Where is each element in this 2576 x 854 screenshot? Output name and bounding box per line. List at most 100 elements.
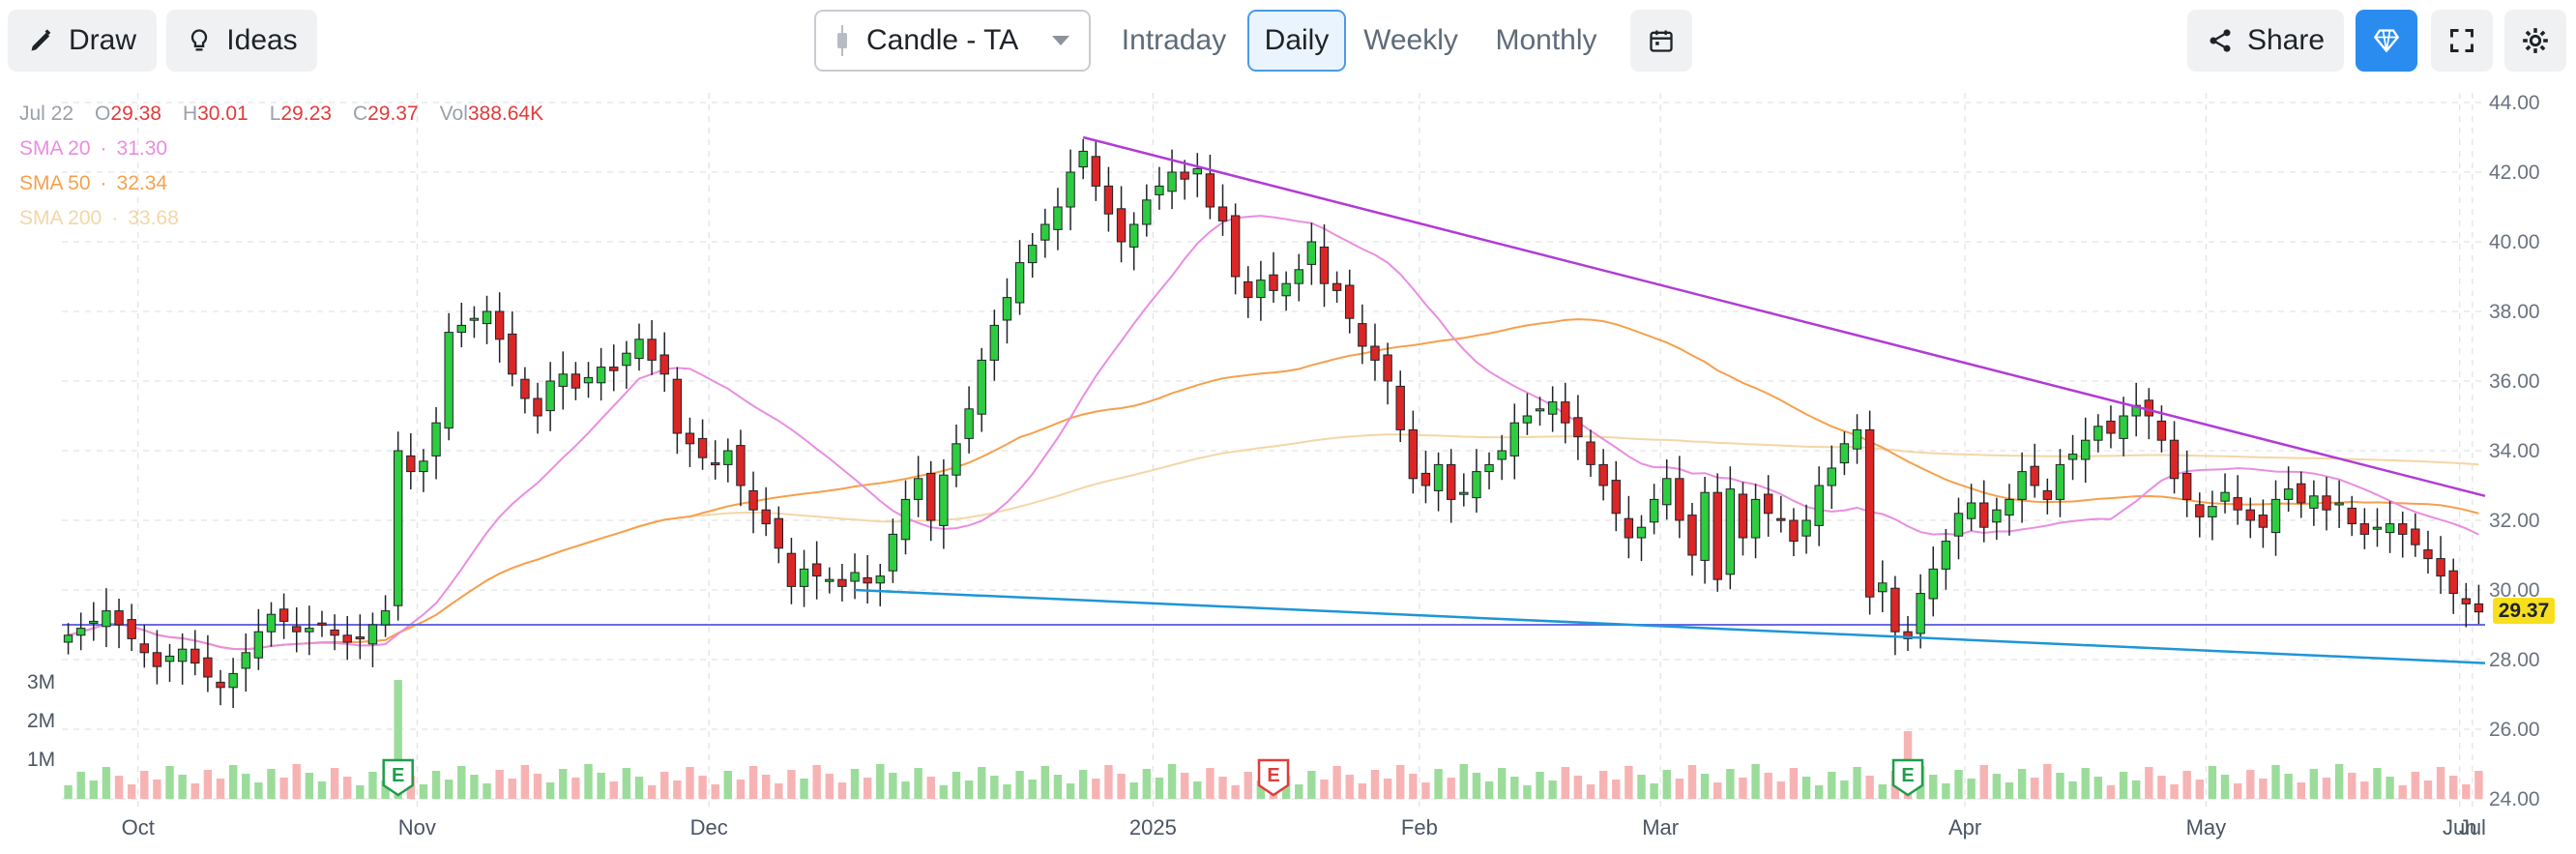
candle-body bbox=[850, 572, 860, 582]
candle-body bbox=[913, 478, 923, 500]
volume-bar bbox=[2398, 785, 2407, 799]
volume-bar bbox=[978, 767, 986, 799]
candle-body bbox=[2181, 472, 2192, 500]
volume-bar bbox=[2360, 781, 2369, 799]
volume-bar bbox=[634, 777, 644, 799]
volume-bar bbox=[2157, 776, 2166, 799]
volume-bar bbox=[533, 774, 542, 799]
earnings-label: E bbox=[1267, 765, 1279, 786]
candle-body bbox=[1205, 173, 1215, 208]
candle-body bbox=[2385, 523, 2395, 534]
volume-bar bbox=[2145, 767, 2153, 799]
sma200-label: SMA 200 bbox=[19, 207, 102, 229]
candle-body bbox=[494, 310, 505, 340]
volume-bar bbox=[1117, 774, 1126, 799]
chart-type-select[interactable]: Candle - TA bbox=[814, 10, 1091, 72]
candle-body bbox=[533, 398, 542, 417]
volume-bar bbox=[1155, 778, 1164, 799]
candle-body bbox=[2169, 439, 2180, 480]
tab-daily[interactable]: Daily bbox=[1247, 10, 1346, 72]
volume-bar bbox=[1828, 772, 1836, 799]
volume-bar bbox=[2131, 780, 2141, 799]
candle-body bbox=[266, 613, 277, 633]
volume-bar bbox=[242, 774, 250, 799]
candle-body bbox=[1269, 274, 1278, 291]
candle-body bbox=[1979, 502, 1989, 528]
volume-bar bbox=[64, 785, 73, 799]
volume-bar bbox=[926, 777, 935, 799]
volume-bar bbox=[559, 769, 568, 799]
candle-body bbox=[1649, 498, 1659, 523]
candle-body bbox=[2334, 502, 2344, 506]
volume-bar bbox=[1028, 780, 1037, 799]
volume-bar bbox=[2043, 764, 2052, 799]
volume-tick-label: 1M bbox=[27, 749, 55, 771]
candle-body bbox=[634, 339, 644, 360]
tab-intraday[interactable]: Intraday bbox=[1121, 24, 1227, 56]
candle-body bbox=[1345, 284, 1355, 319]
high-value: 30.01 bbox=[197, 103, 249, 125]
candle-body bbox=[216, 681, 225, 689]
earnings-marker bbox=[382, 758, 414, 797]
candle-body bbox=[2297, 483, 2306, 504]
draw-label: Draw bbox=[68, 24, 136, 56]
volume-bar bbox=[267, 769, 276, 799]
candle-body bbox=[799, 568, 809, 587]
calendar-button[interactable] bbox=[1630, 10, 1692, 72]
x-tick-label: Oct bbox=[122, 815, 155, 839]
volume-bar bbox=[1104, 765, 1113, 799]
candle-body bbox=[419, 460, 428, 473]
premium-button[interactable] bbox=[2356, 10, 2417, 72]
candle-body bbox=[1180, 171, 1189, 180]
candle-body bbox=[685, 432, 695, 445]
volume-bar bbox=[901, 781, 910, 799]
share-button[interactable]: Share bbox=[2187, 10, 2344, 72]
candle-body bbox=[1091, 156, 1101, 187]
ideas-button[interactable]: Ideas bbox=[166, 10, 317, 72]
volume-bar bbox=[2474, 771, 2483, 799]
candle-body bbox=[811, 563, 822, 577]
volume-bar bbox=[1307, 771, 1316, 799]
volume-bar bbox=[394, 680, 402, 799]
earnings-marker bbox=[1891, 758, 1924, 797]
volume-bar bbox=[381, 780, 390, 799]
fullscreen-button[interactable] bbox=[2431, 10, 2493, 72]
sma200-line bbox=[68, 433, 2479, 651]
candle-body bbox=[1230, 215, 1241, 278]
lightbulb-icon bbox=[191, 29, 208, 51]
candle-body bbox=[1852, 428, 1862, 450]
price-chart[interactable]: 44.00 42.00 40.00 38.00 36.00 34.00 32.00 30.00… bbox=[0, 83, 2576, 854]
candle-body bbox=[1992, 509, 2002, 523]
candle-body bbox=[2448, 570, 2458, 595]
volume-bar bbox=[1700, 774, 1710, 799]
candle-body bbox=[89, 620, 99, 624]
candle-body bbox=[1712, 491, 1722, 580]
volume-bar bbox=[203, 770, 213, 799]
volume-bar bbox=[2119, 772, 2128, 799]
volume-bar bbox=[1675, 779, 1684, 799]
candle-body bbox=[253, 631, 264, 659]
tab-weekly[interactable]: Weekly bbox=[1363, 24, 1458, 56]
candle-body bbox=[1484, 463, 1494, 473]
volume-bar bbox=[2246, 770, 2255, 799]
sma50-value: 32.34 bbox=[116, 172, 168, 194]
volume-bar bbox=[545, 782, 555, 799]
candle-body bbox=[774, 517, 784, 549]
settings-button[interactable] bbox=[2504, 10, 2566, 72]
volume-bar bbox=[2322, 778, 2331, 799]
candle-body bbox=[1028, 245, 1038, 264]
candle-body bbox=[1128, 223, 1139, 248]
volume-bar bbox=[825, 774, 834, 799]
candle-body bbox=[711, 462, 720, 466]
candle-body bbox=[2093, 426, 2103, 441]
candle-body bbox=[2258, 515, 2269, 528]
volume-bar bbox=[1092, 779, 1100, 799]
volume-bar bbox=[2462, 784, 2471, 799]
candle-body bbox=[1358, 323, 1367, 347]
draw-button[interactable]: Draw bbox=[8, 10, 157, 72]
candle-body bbox=[1281, 282, 1291, 297]
candle-body bbox=[951, 443, 961, 476]
candle-icon bbox=[837, 25, 847, 56]
candle-body bbox=[2245, 509, 2255, 521]
tab-monthly[interactable]: Monthly bbox=[1495, 24, 1597, 56]
